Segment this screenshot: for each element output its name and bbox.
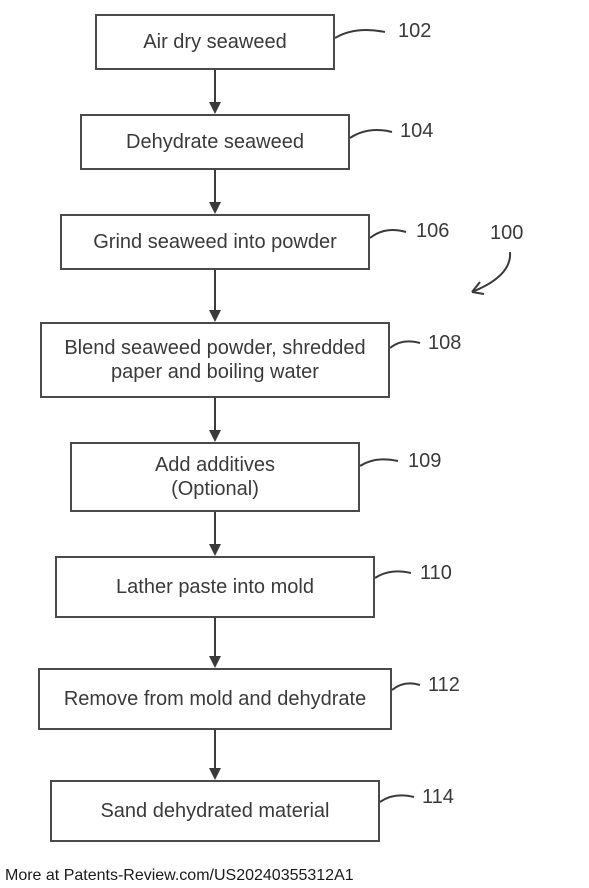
ref-label-109: 109 [408,450,441,473]
leader-line [360,454,404,476]
step-box-7: Remove from mold and dehydrate [38,668,392,730]
ref-label-102: 102 [398,20,431,43]
arrow-5-6 [205,512,225,556]
ref-label-114: 114 [422,786,454,809]
ref-label-108: 108 [428,332,461,355]
step-label: Remove from mold and dehydrate [64,687,366,711]
arrow-3-4 [205,270,225,322]
step-box-6: Lather paste into mold [55,556,375,618]
arrow-1-2 [205,70,225,114]
step-label: Air dry seaweed [143,30,286,54]
arrow-4-5 [205,398,225,442]
leader-line [335,24,395,48]
step-box-3: Grind seaweed into powder [60,214,370,270]
step-label: Add additives (Optional) [155,453,275,501]
ref-label-110: 110 [420,562,452,585]
ref-label-106: 106 [416,220,449,243]
arrow-6-7 [205,618,225,668]
step-label: Lather paste into mold [116,575,314,599]
overall-ref-arrow [462,248,522,304]
flowchart-container: Air dry seaweed Dehydrate seaweed Grind … [0,0,589,888]
leader-line [370,224,412,248]
step-box-5: Add additives (Optional) [70,442,360,512]
leader-line [390,336,426,358]
step-box-8: Sand dehydrated material [50,780,380,842]
ref-label-overall: 100 [490,222,523,245]
arrow-2-3 [205,170,225,214]
step-label: Blend seaweed powder, shredded paper and… [50,336,380,384]
ref-label-112: 112 [428,674,460,697]
step-label: Grind seaweed into powder [93,230,336,254]
arrow-7-8 [205,730,225,780]
leader-line [380,790,420,812]
ref-label-104: 104 [400,120,433,143]
step-box-4: Blend seaweed powder, shredded paper and… [40,322,390,398]
leader-line [375,566,417,588]
step-label: Sand dehydrated material [100,799,329,823]
leader-line [392,678,426,700]
leader-line [350,124,400,148]
footer-text: More at Patents-Review.com/US20240355312… [5,867,354,885]
step-label: Dehydrate seaweed [126,130,304,154]
step-box-1: Air dry seaweed [95,14,335,70]
step-box-2: Dehydrate seaweed [80,114,350,170]
